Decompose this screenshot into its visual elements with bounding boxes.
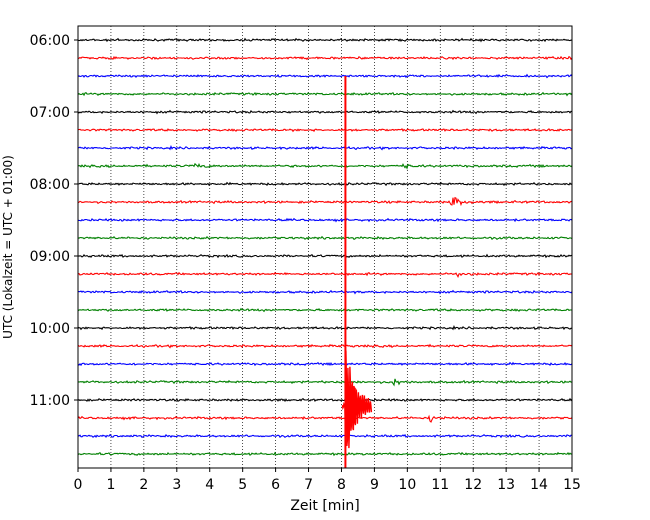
y-axis: 06:00 07:00 08:00 09:00 10:00 11:00 [30,33,78,409]
x-tick-label: 6 [271,477,280,493]
trace-1045 [78,378,573,387]
y-tick-label: 11:00 [30,393,70,409]
trace-0900 [77,253,573,259]
x-tick-label: 2 [139,477,148,493]
trace-0700 [77,109,573,115]
x-tick-label: 15 [563,477,581,493]
x-tick-label: 1 [106,477,115,493]
y-axis-label: UTC (Lokalzeit = UTC + 01:00) [1,155,15,339]
traces [77,37,573,457]
trace-0930 [77,289,573,295]
trace-1145 [77,451,573,457]
trace-0745 [77,162,573,170]
trace-0600 [77,37,573,43]
y-tick-label: 08:00 [30,177,70,193]
x-tick-label: 5 [238,477,247,493]
trace-1000 [77,325,573,331]
plot-frame [77,25,573,469]
trace-1130 [77,433,573,439]
x-tick-label: 13 [497,477,515,493]
vertical-grid [77,26,573,468]
x-tick-label: 12 [464,477,482,493]
y-tick-label: 10:00 [30,321,70,337]
trace-0945 [77,307,572,313]
y-tick-label: 07:00 [30,105,70,121]
x-tick-label: 14 [530,477,548,493]
trace-1100 [77,397,573,403]
trace-0915 [77,271,573,278]
trace-0630 [77,73,573,79]
trace-1115 [77,414,573,423]
x-tick-label: 3 [172,477,181,493]
earthquake-signal [341,76,373,468]
x-axis: 0 1 2 3 4 5 6 7 8 9 10 11 12 13 14 15 [74,468,581,493]
x-tick-label: 10 [398,477,416,493]
trace-0800 [77,181,573,187]
x-tick-label: 11 [431,477,449,493]
y-tick-label: 09:00 [30,249,70,265]
earthquake-coda [341,350,373,449]
trace-0830 [77,217,573,223]
trace-0730 [77,145,573,151]
x-axis-label: Zeit [min] [290,498,359,514]
x-tick-label: 9 [370,477,379,493]
trace-0645 [77,91,573,97]
trace-0615 [77,55,573,61]
trace-0845 [77,235,573,241]
x-tick-label: 7 [304,477,313,493]
trace-0715 [78,128,573,133]
trace-1030 [77,361,573,367]
trace-0815 [77,196,573,207]
x-tick-label: 8 [337,477,346,493]
x-tick-label: 0 [74,477,83,493]
y-tick-label: 06:00 [30,33,70,49]
trace-1015 [77,343,573,349]
x-tick-label: 4 [205,477,214,493]
